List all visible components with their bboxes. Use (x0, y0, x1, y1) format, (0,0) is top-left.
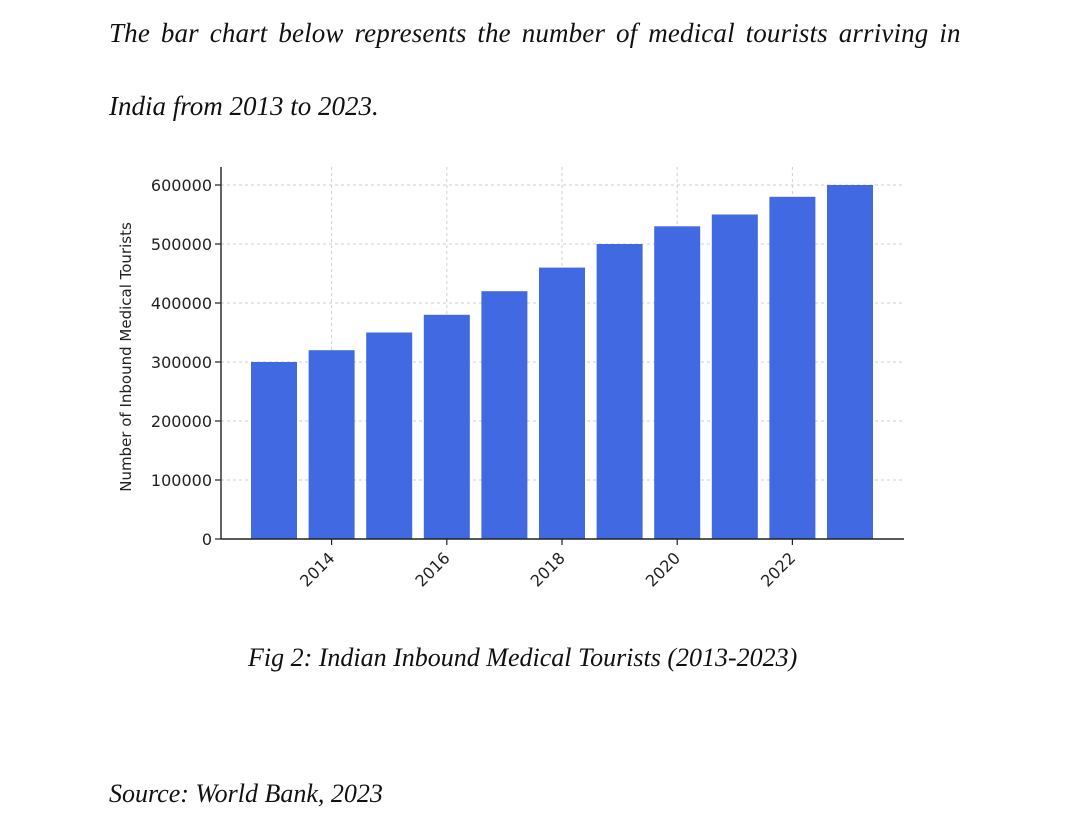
bar-chart: 0 100000 200000 300000 400000 500000 600000 20… (117, 167, 904, 591)
bar-2013 (251, 362, 297, 539)
intro-text-line-2: India from 2013 to 2023. (109, 91, 379, 121)
figure-caption: Fig 2: Indian Inbound Medical Tourists (… (248, 643, 798, 672)
x-tick-label: 2018 (527, 548, 569, 590)
bar-2018 (539, 267, 585, 539)
bar-2015 (366, 332, 413, 539)
chart-bars (251, 185, 873, 540)
x-axis-ticks: 2014 2016 2018 2020 2022 (296, 539, 799, 591)
y-tick-label: 400000 (151, 294, 212, 313)
x-tick-label: 2020 (642, 548, 684, 590)
bar-2022 (769, 196, 816, 540)
bar-2016 (423, 314, 470, 539)
y-tick-label: 0 (202, 530, 212, 549)
intro-text-line-1: The bar chart below represents the numbe… (109, 18, 961, 48)
x-tick-label: 2014 (296, 548, 338, 590)
bar-2021 (711, 214, 758, 539)
y-tick-label: 600000 (151, 176, 212, 195)
x-tick-label: 2016 (411, 548, 453, 590)
bar-2020 (654, 226, 701, 540)
y-tick-label: 100000 (151, 471, 212, 490)
y-tick-label: 500000 (151, 235, 212, 254)
bar-2019 (596, 244, 643, 539)
x-tick-label: 2022 (757, 548, 799, 590)
y-axis-title: Number of Inbound Medical Tourists (117, 222, 135, 492)
bar-2014 (308, 350, 355, 539)
y-axis-ticks: 0 100000 200000 300000 400000 500000 600000 (151, 176, 221, 549)
y-tick-label: 200000 (151, 412, 212, 431)
bar-2023 (827, 185, 873, 539)
source-note: Source: World Bank, 2023 (109, 779, 383, 808)
y-tick-label: 300000 (151, 353, 212, 372)
bar-2017 (481, 291, 528, 539)
